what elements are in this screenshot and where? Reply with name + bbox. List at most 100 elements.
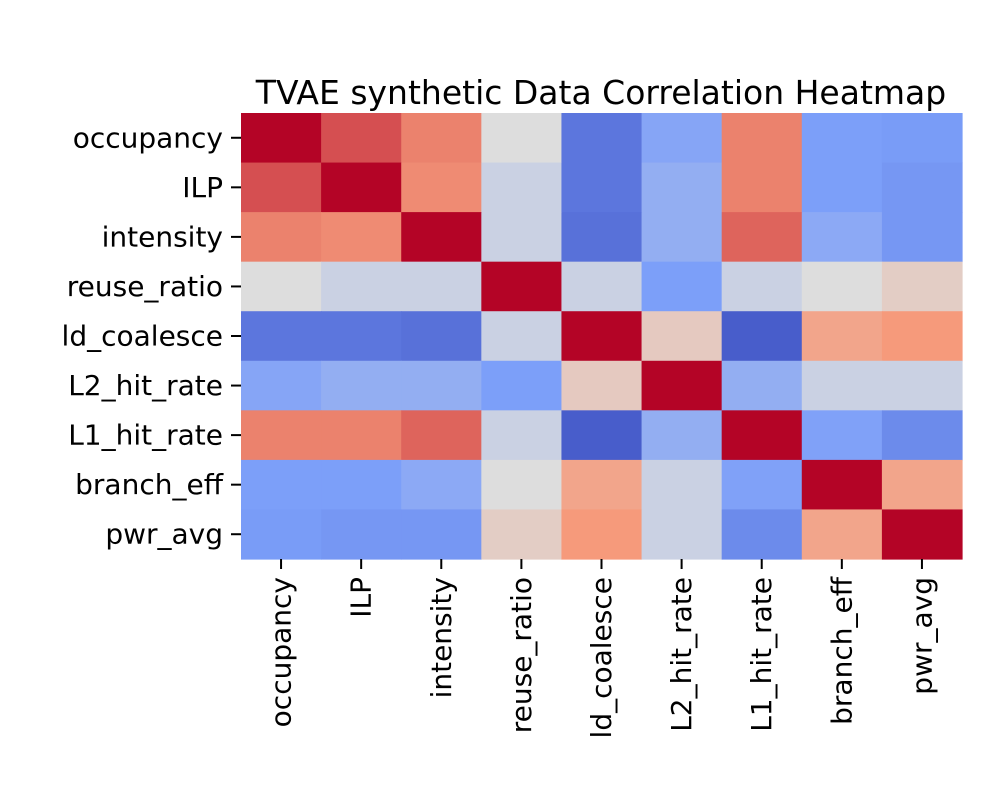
x-tick-label: branch_eff xyxy=(825,576,858,725)
heatmap-cell-ILP-ILP xyxy=(321,162,402,213)
heatmap-cell-pwr_avg-ILP xyxy=(321,509,402,560)
heatmap-cell-L1_hit_rate-intensity xyxy=(401,410,482,461)
x-tick-label: ld_coalesce xyxy=(585,577,618,738)
heatmap-cell-occupancy-L1_hit_rate xyxy=(721,113,803,164)
heatmap-cell-intensity-ld_coalesce xyxy=(561,212,643,263)
heatmap-cell-reuse_ratio-branch_eff xyxy=(801,261,883,312)
heatmap-cell-occupancy-intensity xyxy=(401,113,482,164)
heatmap-cells xyxy=(241,113,963,560)
heatmap-cell-reuse_ratio-L2_hit_rate xyxy=(641,261,723,312)
heatmap-cell-pwr_avg-L1_hit_rate xyxy=(721,509,803,560)
heatmap-cell-branch_eff-L1_hit_rate xyxy=(721,459,803,511)
heatmap-cell-ILP-occupancy xyxy=(241,162,322,213)
heatmap-cell-reuse_ratio-L1_hit_rate xyxy=(721,261,803,312)
heatmap-cell-branch_eff-reuse_ratio xyxy=(481,459,563,511)
x-tick-label: ILP xyxy=(345,577,378,618)
y-tick-label: reuse_ratio xyxy=(67,270,223,303)
heatmap-cell-ILP-pwr_avg xyxy=(881,162,963,213)
heatmap-cell-occupancy-ld_coalesce xyxy=(561,113,643,164)
heatmap-cell-L1_hit_rate-branch_eff xyxy=(801,410,883,461)
heatmap-cell-ILP-L2_hit_rate xyxy=(641,162,723,213)
heatmap-cell-occupancy-reuse_ratio xyxy=(481,113,563,164)
heatmap-cell-pwr_avg-L2_hit_rate xyxy=(641,509,723,560)
heatmap-cell-branch_eff-pwr_avg xyxy=(881,459,963,511)
heatmap-cell-intensity-occupancy xyxy=(241,212,322,263)
heatmap-cell-branch_eff-ILP xyxy=(321,459,402,511)
heatmap-cell-ld_coalesce-reuse_ratio xyxy=(481,311,563,362)
heatmap-cell-occupancy-occupancy xyxy=(241,113,322,164)
heatmap-cell-ld_coalesce-L1_hit_rate xyxy=(721,311,803,362)
heatmap-cell-L1_hit_rate-L2_hit_rate xyxy=(641,410,723,461)
x-tick-label: reuse_ratio xyxy=(505,577,538,733)
heatmap-cell-L2_hit_rate-L2_hit_rate xyxy=(641,360,723,411)
heatmap-cell-L1_hit_rate-L1_hit_rate xyxy=(721,410,803,461)
heatmap-cell-reuse_ratio-intensity xyxy=(401,261,482,312)
heatmap-cell-ILP-branch_eff xyxy=(801,162,883,213)
heatmap-cell-L1_hit_rate-pwr_avg xyxy=(881,410,963,461)
heatmap-cell-intensity-reuse_ratio xyxy=(481,212,563,263)
y-tick-label: ILP xyxy=(182,171,223,204)
heatmap-cell-L2_hit_rate-intensity xyxy=(401,360,482,411)
heatmap-cell-L2_hit_rate-occupancy xyxy=(241,360,322,411)
x-tick-label: L1_hit_rate xyxy=(745,577,778,732)
heatmap-cell-L1_hit_rate-reuse_ratio xyxy=(481,410,563,461)
heatmap-cell-reuse_ratio-ld_coalesce xyxy=(561,261,643,312)
heatmap-cell-pwr_avg-reuse_ratio xyxy=(481,509,563,560)
heatmap-cell-L2_hit_rate-ld_coalesce xyxy=(561,360,643,411)
heatmap-cell-ld_coalesce-occupancy xyxy=(241,311,322,362)
x-tick-label: intensity xyxy=(425,577,458,698)
heatmap-cell-pwr_avg-ld_coalesce xyxy=(561,509,643,560)
heatmap-cell-occupancy-L2_hit_rate xyxy=(641,113,723,164)
heatmap-cell-pwr_avg-occupancy xyxy=(241,509,322,560)
heatmap-cell-ILP-intensity xyxy=(401,162,482,213)
heatmap-cell-ld_coalesce-pwr_avg xyxy=(881,311,963,362)
heatmap-cell-ILP-ld_coalesce xyxy=(561,162,643,213)
heatmap-cell-reuse_ratio-ILP xyxy=(321,261,402,312)
y-tick-label: occupancy xyxy=(73,121,223,154)
heatmap-cell-pwr_avg-pwr_avg xyxy=(881,509,963,560)
y-tick-label: L1_hit_rate xyxy=(68,419,223,452)
heatmap-cell-pwr_avg-intensity xyxy=(401,509,482,560)
heatmap-cell-intensity-branch_eff xyxy=(801,212,883,263)
heatmap-cell-L2_hit_rate-pwr_avg xyxy=(881,360,963,411)
x-tick-label: L2_hit_rate xyxy=(665,577,698,732)
y-tick-label: pwr_avg xyxy=(105,518,223,551)
heatmap-cell-branch_eff-L2_hit_rate xyxy=(641,459,723,511)
heatmap-cell-intensity-ILP xyxy=(321,212,402,263)
y-tick-label: L2_hit_rate xyxy=(68,369,223,402)
heatmap-cell-branch_eff-occupancy xyxy=(241,459,322,511)
heatmap-cell-ld_coalesce-branch_eff xyxy=(801,311,883,362)
heatmap-cell-branch_eff-ld_coalesce xyxy=(561,459,643,511)
heatmap-cell-intensity-intensity xyxy=(401,212,482,263)
heatmap-cell-ILP-L1_hit_rate xyxy=(721,162,803,213)
heatmap-cell-ld_coalesce-ld_coalesce xyxy=(561,311,643,362)
heatmap-cell-L1_hit_rate-ILP xyxy=(321,410,402,461)
heatmap-cell-branch_eff-intensity xyxy=(401,459,482,511)
heatmap-cell-occupancy-branch_eff xyxy=(801,113,883,164)
y-tick-label: intensity xyxy=(102,220,223,253)
heatmap-cell-reuse_ratio-reuse_ratio xyxy=(481,261,563,312)
y-tick-label: ld_coalesce xyxy=(62,320,223,353)
y-axis: occupancy ILP intensity reuse_ratio ld_coale… xyxy=(62,121,241,551)
heatmap-cell-ld_coalesce-ILP xyxy=(321,311,402,362)
heatmap-cell-reuse_ratio-pwr_avg xyxy=(881,261,963,312)
heatmap-cell-occupancy-ILP xyxy=(321,113,402,164)
heatmap-cell-reuse_ratio-occupancy xyxy=(241,261,322,312)
heatmap-cell-L2_hit_rate-L1_hit_rate xyxy=(721,360,803,411)
y-tick-label: branch_eff xyxy=(75,468,224,501)
heatmap-cell-intensity-pwr_avg xyxy=(881,212,963,263)
heatmap-cell-L2_hit_rate-branch_eff xyxy=(801,360,883,411)
heatmap-cell-L1_hit_rate-occupancy xyxy=(241,410,322,461)
heatmap-cell-ILP-reuse_ratio xyxy=(481,162,563,213)
heatmap-cell-intensity-L1_hit_rate xyxy=(721,212,803,263)
x-axis: occupancy ILP intensity reuse_ratio ld_coale… xyxy=(265,559,938,738)
chart-title: TVAE synthetic Data Correlation Heatmap xyxy=(255,73,946,112)
heatmap-cell-occupancy-pwr_avg xyxy=(881,113,963,164)
x-tick-label: pwr_avg xyxy=(905,577,938,695)
heatmap-cell-L2_hit_rate-ILP xyxy=(321,360,402,411)
heatmap-cell-ld_coalesce-intensity xyxy=(401,311,482,362)
heatmap-cell-ld_coalesce-L2_hit_rate xyxy=(641,311,723,362)
heatmap-cell-L1_hit_rate-ld_coalesce xyxy=(561,410,643,461)
heatmap-cell-intensity-L2_hit_rate xyxy=(641,212,723,263)
